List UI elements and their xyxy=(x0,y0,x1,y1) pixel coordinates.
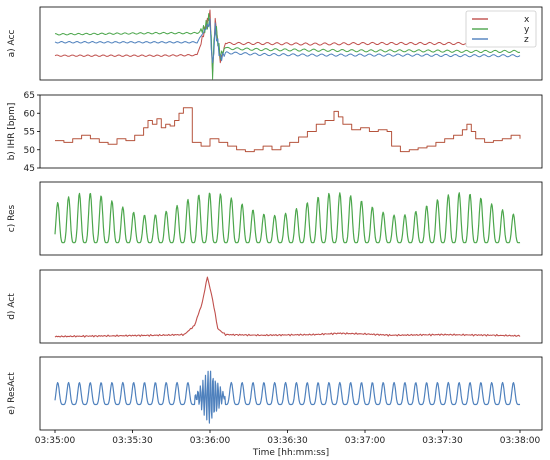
xtick-label-4: 03:37:00 xyxy=(345,436,386,446)
ytick-label-b-60: 60 xyxy=(24,109,36,119)
ytick-label-b-65: 65 xyxy=(24,91,35,101)
res-line xyxy=(54,192,521,244)
xtick-label-6: 03:38:00 xyxy=(500,436,541,446)
ylabel-a: a) Acc xyxy=(7,30,17,58)
ylabel-b: b) IHR [bpm] xyxy=(7,103,17,161)
legend-label-x: x xyxy=(524,15,530,25)
ylabel-d: d) Act xyxy=(7,293,17,320)
legend-box xyxy=(465,10,537,48)
xtick-label-0: 03:35:00 xyxy=(35,436,76,446)
legend: xyz xyxy=(465,10,537,48)
resact-line xyxy=(54,370,521,424)
act-line xyxy=(54,276,521,338)
acc-line-z xyxy=(54,18,521,64)
ihr-line xyxy=(55,107,521,153)
panel-frame-d xyxy=(39,269,543,344)
legend-label-y: y xyxy=(524,25,530,35)
acc-line-y xyxy=(54,13,521,80)
xtick-label-5: 03:37:30 xyxy=(422,436,463,446)
ytick-label-b-50: 50 xyxy=(24,146,36,156)
x-axis-label: Time [hh:mm:ss] xyxy=(252,448,329,458)
xtick-label-2: 03:36:00 xyxy=(190,436,231,446)
ylabel-e: e) ResAct xyxy=(7,372,17,415)
ytick-label-b-55: 55 xyxy=(24,128,35,138)
panel-frame-e xyxy=(39,356,543,431)
ytick-label-b-45: 45 xyxy=(24,164,35,174)
ylabel-c: c) Res xyxy=(7,204,17,232)
panel-frame-c xyxy=(39,181,543,256)
legend-label-z: z xyxy=(524,35,529,45)
xtick-label-1: 03:35:30 xyxy=(112,436,153,446)
xtick-label-3: 03:36:30 xyxy=(267,436,308,446)
acc-line-x xyxy=(54,9,521,73)
panel-frame-a xyxy=(39,6,543,81)
panel-frame-b xyxy=(39,94,543,169)
